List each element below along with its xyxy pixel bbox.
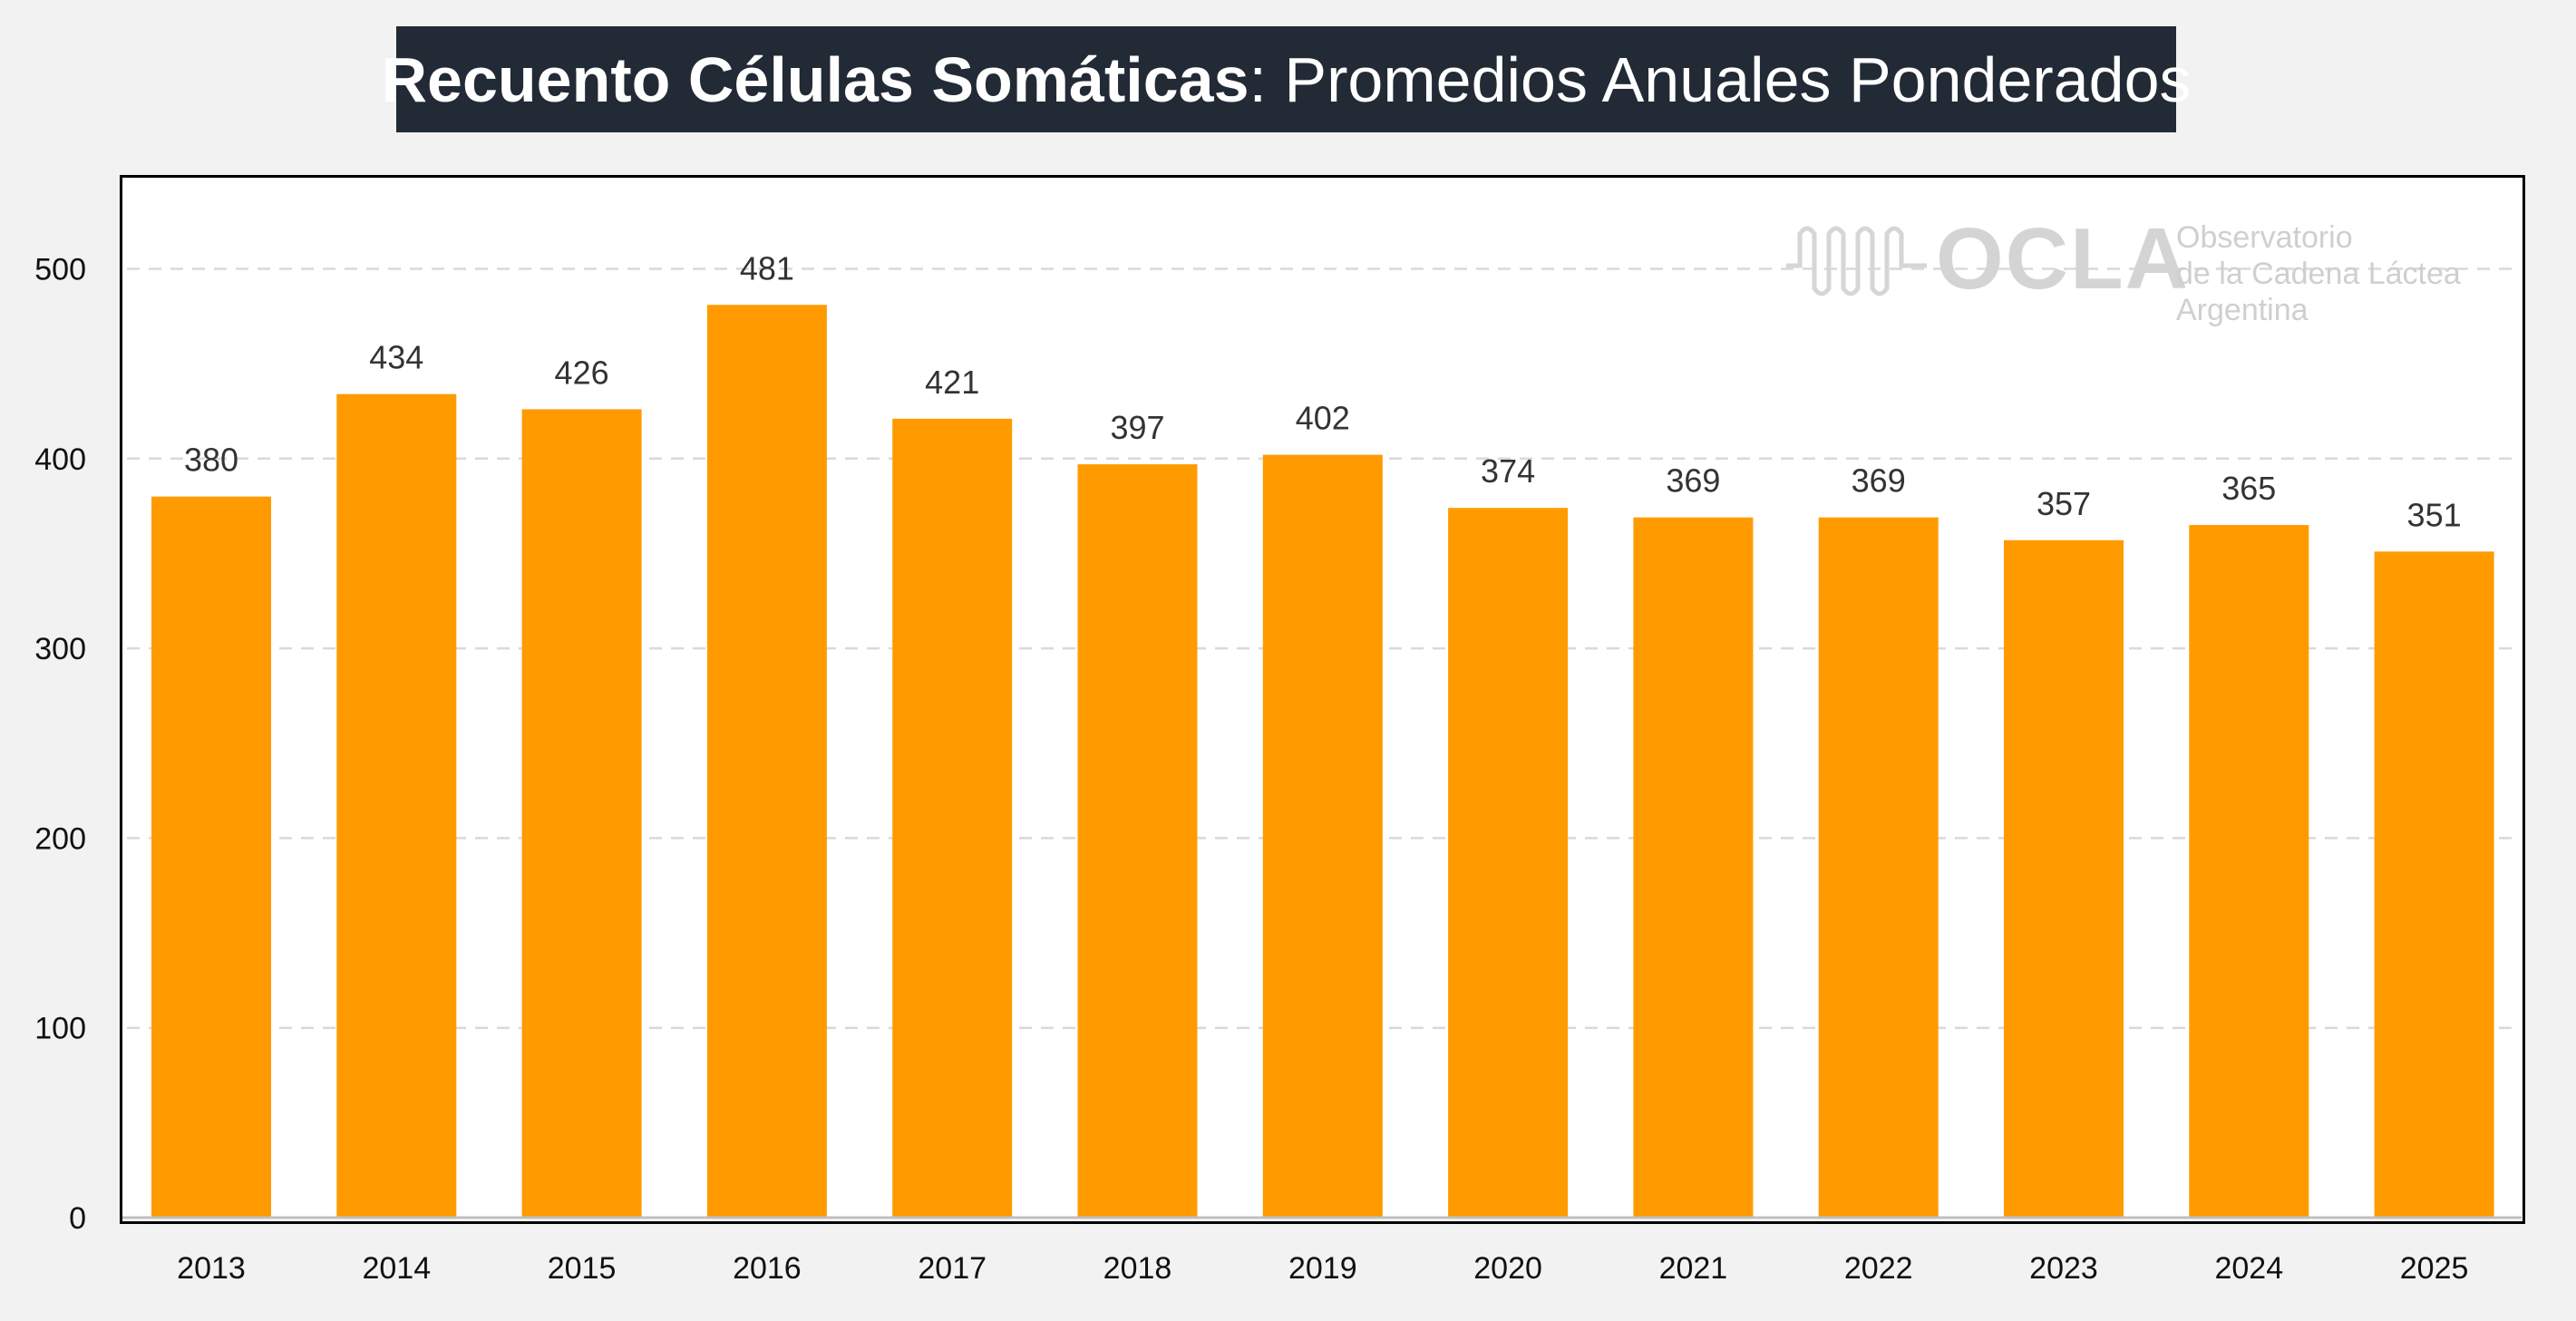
x-tick-label-2016: 2016 (733, 1251, 802, 1286)
bar-2014 (336, 393, 457, 1218)
y-tick-label-100: 100 (34, 1012, 86, 1046)
bar-2018 (1077, 464, 1198, 1218)
chart-title-rest: : Promedios Anuales Ponderados (1249, 44, 2192, 115)
bar-2025 (2374, 551, 2494, 1218)
bar-2015 (521, 409, 642, 1219)
data-label-2016: 481 (740, 249, 794, 287)
data-label-2022: 369 (1852, 462, 1906, 500)
y-tick-label-0: 0 (69, 1201, 86, 1236)
y-tick-label-400: 400 (34, 442, 86, 477)
bar-2013 (151, 496, 271, 1218)
x-tick-label-2013: 2013 (177, 1251, 246, 1286)
data-label-2020: 374 (1481, 452, 1535, 490)
data-label-2017: 421 (925, 364, 979, 401)
data-label-2023: 357 (2036, 485, 2091, 522)
data-label-2024: 365 (2221, 470, 2276, 507)
x-tick-label-2018: 2018 (1103, 1251, 1172, 1286)
bar-2017 (892, 418, 1013, 1218)
data-label-2014: 434 (369, 339, 423, 376)
y-tick-label-500: 500 (34, 253, 86, 287)
data-label-2019: 402 (1296, 400, 1350, 437)
data-label-2021: 369 (1666, 462, 1720, 500)
data-label-2015: 426 (555, 354, 609, 391)
chart-title-bold: Recuento Células Somáticas (381, 44, 1249, 115)
x-tick-label-2020: 2020 (1473, 1251, 1542, 1286)
data-label-2013: 380 (184, 442, 238, 479)
x-tick-label-2023: 2023 (2029, 1251, 2098, 1286)
x-tick-label-2024: 2024 (2214, 1251, 2283, 1286)
x-tick-label-2021: 2021 (1659, 1251, 1728, 1286)
bar-2019 (1262, 454, 1383, 1218)
y-tick-label-200: 200 (34, 821, 86, 856)
x-tick-label-2014: 2014 (362, 1251, 431, 1286)
x-tick-label-2025: 2025 (2400, 1251, 2469, 1286)
x-tick-label-2022: 2022 (1844, 1251, 1913, 1286)
chart-title: Recuento Células Somáticas: Promedios An… (382, 26, 2192, 132)
bar-2024 (2189, 525, 2309, 1218)
bar-2023 (2004, 539, 2124, 1218)
data-label-2025: 351 (2407, 496, 2462, 533)
data-label-2018: 397 (1110, 409, 1164, 446)
y-tick-label-300: 300 (34, 632, 86, 666)
bar-2016 (706, 305, 827, 1219)
x-tick-label-2019: 2019 (1288, 1251, 1357, 1286)
bar-2022 (1818, 517, 1939, 1218)
x-tick-label-2015: 2015 (548, 1251, 617, 1286)
bar-2020 (1448, 508, 1569, 1218)
x-tick-label-2017: 2017 (918, 1251, 987, 1286)
bar-2021 (1633, 517, 1754, 1218)
